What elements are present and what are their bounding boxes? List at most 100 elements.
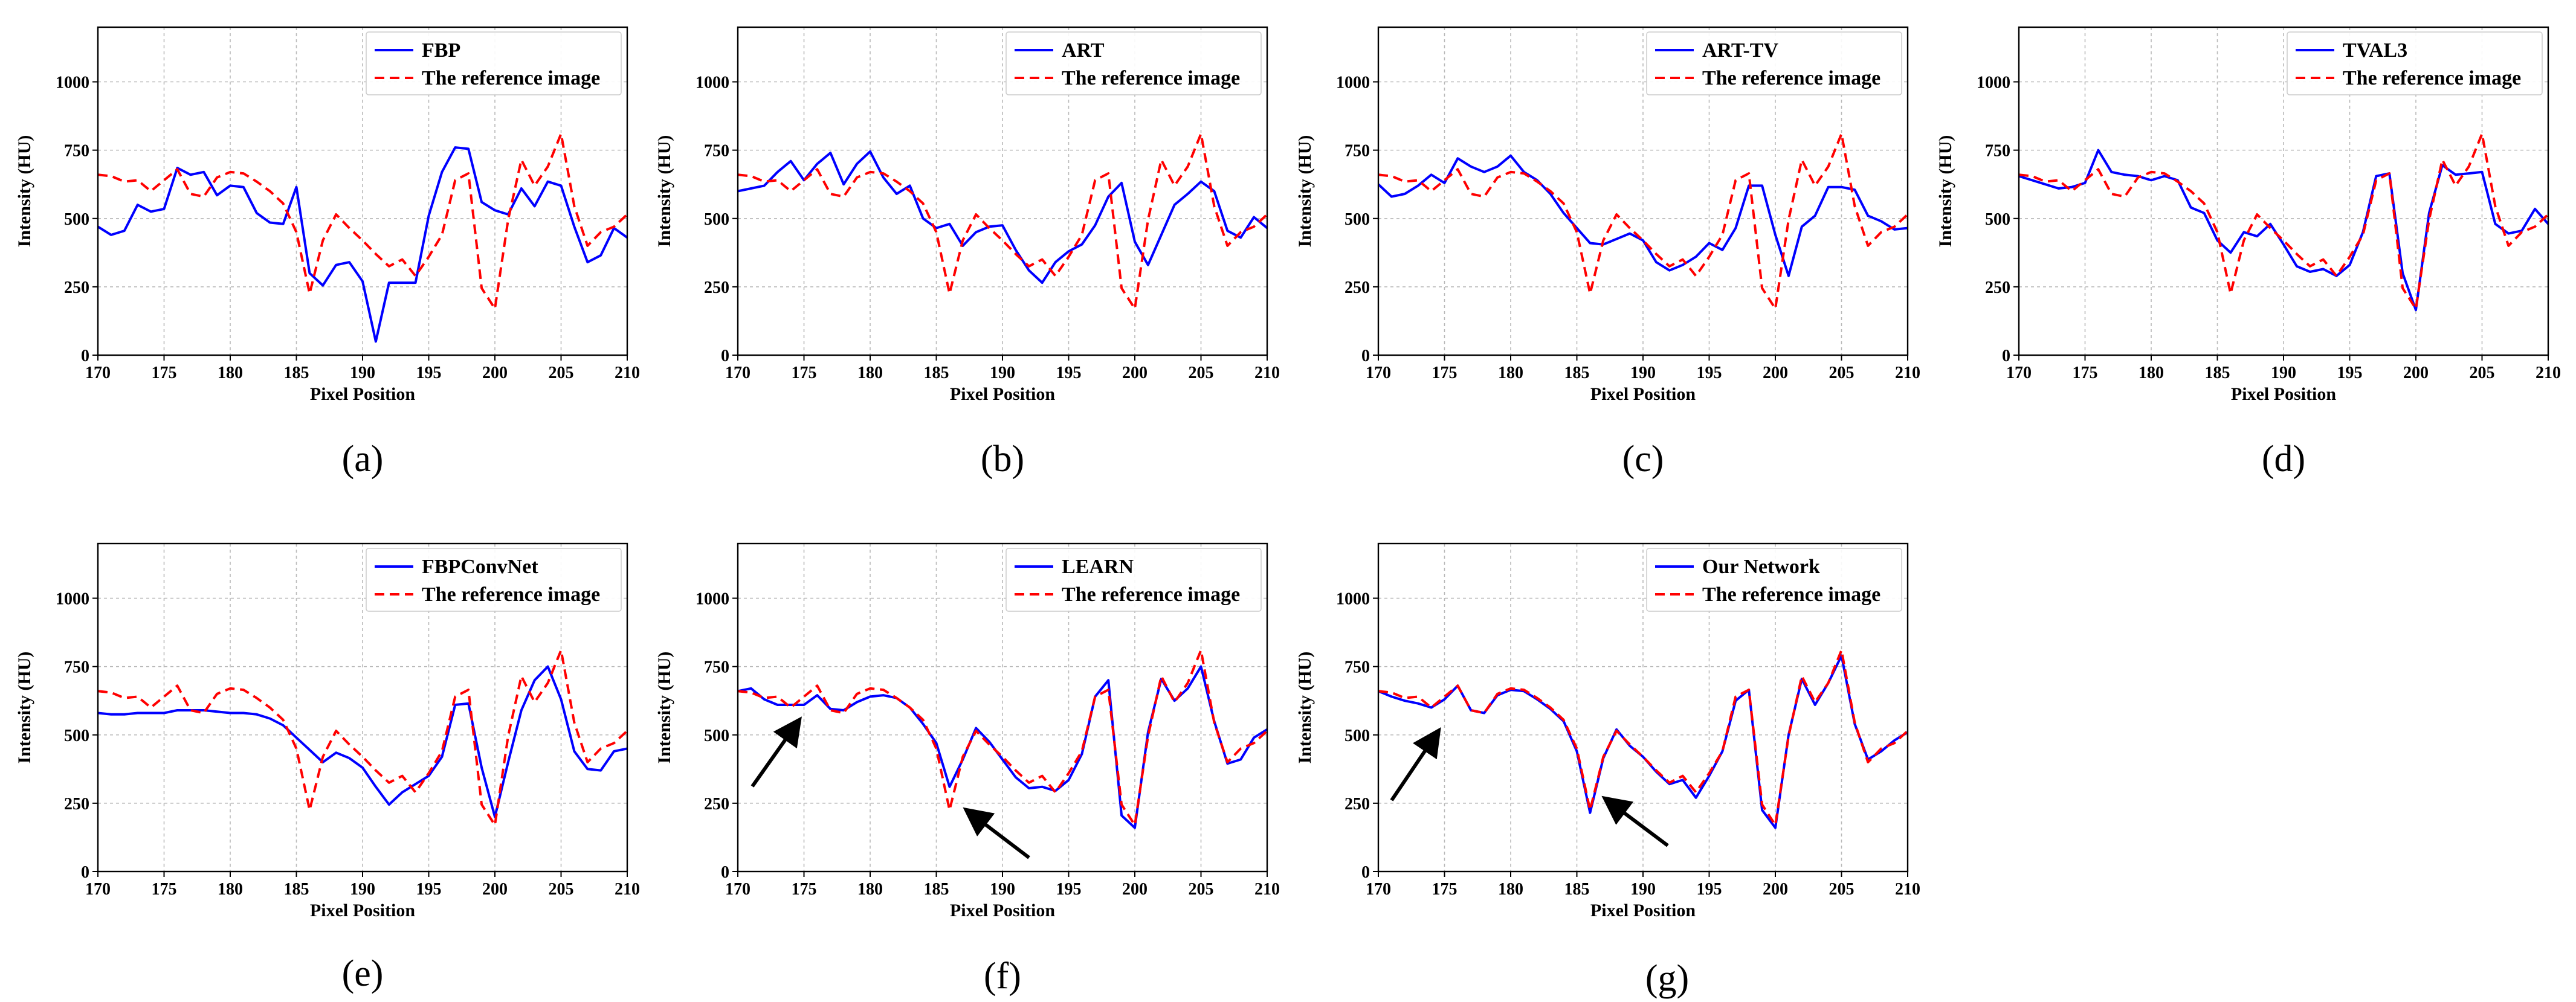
- y-tick-label: 250: [704, 795, 729, 814]
- reference-series-line: [97, 649, 628, 827]
- x-tick-label: 205: [1829, 364, 1855, 382]
- x-tick-label: 210: [1895, 880, 1920, 899]
- y-tick-label: 0: [81, 347, 89, 365]
- reference-series-line: [1378, 649, 1909, 827]
- panel-b: 170 175 180 185 190 195 200 205 210 0 250 500 750 100…: [654, 26, 1280, 480]
- x-tick-label: 180: [2139, 364, 2164, 382]
- x-axis-label: Pixel Position: [1590, 901, 1696, 920]
- x-tick-label: 170: [725, 880, 751, 899]
- annotation-arrow: [1390, 727, 1441, 801]
- x-tick-label: 200: [1763, 364, 1788, 382]
- y-tick-label: 0: [2002, 347, 2010, 365]
- x-tick-label: 180: [218, 364, 243, 382]
- y-tick-label: 500: [1344, 727, 1370, 745]
- x-tick-label: 190: [990, 880, 1015, 899]
- x-tick-label: 205: [1189, 364, 1214, 382]
- y-tick-label: 250: [1344, 795, 1370, 814]
- y-tick-label: 250: [1344, 278, 1370, 297]
- x-tick-label: 190: [1630, 364, 1656, 382]
- y-tick-label: 1000: [696, 74, 729, 92]
- legend-entry-label: TVAL3: [2343, 39, 2407, 62]
- x-tick-label: 210: [1895, 364, 1920, 382]
- panel-caption: (g): [1645, 958, 1689, 999]
- legend-entry-label: FBP: [422, 39, 460, 62]
- panel-g: 170 175 180 185 190 195 200 205 210 0 250 500 750 100…: [1295, 542, 1920, 999]
- y-tick-label: 750: [704, 142, 729, 161]
- method-series-line: [97, 146, 628, 343]
- x-axis-label: Pixel Position: [310, 901, 415, 920]
- y-tick-label: 500: [704, 727, 729, 745]
- reference-series-line: [2018, 132, 2549, 310]
- y-axis-label: Intensity (HU): [654, 135, 674, 248]
- x-tick-label: 185: [2205, 364, 2230, 382]
- annotation-arrow: [1601, 795, 1669, 847]
- legend-entry-label: The reference image: [422, 583, 600, 606]
- y-tick-label: 500: [1344, 210, 1370, 229]
- x-tick-label: 185: [284, 364, 309, 382]
- x-tick-label: 195: [2337, 364, 2363, 382]
- x-tick-label: 185: [1564, 364, 1590, 382]
- method-series-line: [1377, 154, 1908, 277]
- y-tick-label: 750: [64, 142, 89, 161]
- legend-entry-label: ART: [1062, 39, 1105, 62]
- x-tick-label: 175: [152, 364, 177, 382]
- x-tick-label: 175: [1432, 880, 1457, 899]
- annotation-arrow: [963, 807, 1030, 859]
- x-tick-label: 170: [85, 364, 111, 382]
- y-tick-label: 1000: [1336, 590, 1370, 609]
- y-tick-label: 500: [704, 210, 729, 229]
- legend-box: [2287, 31, 2543, 95]
- x-tick-label: 170: [2006, 364, 2032, 382]
- legend-entry-label: The reference image: [1062, 583, 1240, 606]
- y-tick-label: 0: [721, 347, 729, 365]
- y-tick-label: 1000: [1336, 74, 1370, 92]
- x-tick-label: 175: [792, 880, 817, 899]
- panel-caption: (c): [1622, 438, 1664, 480]
- x-tick-label: 210: [2536, 364, 2561, 382]
- legend-entry-label: LEARN: [1062, 556, 1134, 578]
- y-tick-label: 250: [64, 795, 89, 814]
- x-tick-label: 180: [857, 880, 883, 899]
- reference-series-line: [737, 132, 1268, 310]
- x-tick-label: 195: [416, 364, 442, 382]
- x-tick-label: 195: [416, 880, 442, 899]
- x-tick-label: 180: [1498, 880, 1523, 899]
- x-tick-label: 170: [1366, 364, 1391, 382]
- y-axis-label: Intensity (HU): [1935, 135, 1955, 248]
- panel-caption: (a): [342, 438, 384, 480]
- x-tick-label: 175: [2073, 364, 2098, 382]
- y-tick-label: 1000: [1977, 74, 2010, 92]
- y-tick-label: 500: [64, 210, 89, 229]
- x-tick-label: 195: [1056, 364, 1082, 382]
- x-tick-label: 195: [1697, 880, 1722, 899]
- panel-f: 170 175 180 185 190 195 200 205 210 0 250 500 750 100…: [654, 542, 1280, 997]
- y-axis-label: Intensity (HU): [1295, 135, 1315, 248]
- x-tick-label: 180: [1498, 364, 1523, 382]
- legend-entry-label: The reference image: [1702, 583, 1880, 606]
- x-tick-label: 185: [284, 880, 309, 899]
- x-tick-label: 185: [924, 364, 949, 382]
- reference-series-line: [1378, 132, 1909, 310]
- panel-d: 170 175 180 185 190 195 200 205 210 0 250 500 750 100…: [1935, 26, 2561, 480]
- x-tick-label: 175: [792, 364, 817, 382]
- legend-entry-label: The reference image: [1702, 67, 1880, 89]
- x-tick-label: 195: [1056, 880, 1082, 899]
- x-tick-label: 180: [857, 364, 883, 382]
- x-axis-label: Pixel Position: [950, 384, 1055, 404]
- x-tick-label: 200: [1122, 364, 1148, 382]
- y-axis-label: Intensity (HU): [654, 652, 674, 764]
- panel-caption: (e): [342, 953, 384, 994]
- y-tick-label: 0: [721, 863, 729, 882]
- y-tick-label: 750: [704, 658, 729, 677]
- panel-caption: (b): [981, 438, 1024, 480]
- x-tick-label: 205: [2470, 364, 2495, 382]
- x-tick-label: 170: [85, 880, 111, 899]
- legend-box: [366, 31, 622, 95]
- x-tick-label: 190: [350, 364, 375, 382]
- legend-entry-label: FBPConvNet: [422, 556, 538, 578]
- legend-entry-label: The reference image: [422, 67, 600, 89]
- x-tick-label: 185: [924, 880, 949, 899]
- x-tick-label: 175: [152, 880, 177, 899]
- x-tick-label: 180: [218, 880, 243, 899]
- method-series-line: [737, 150, 1268, 284]
